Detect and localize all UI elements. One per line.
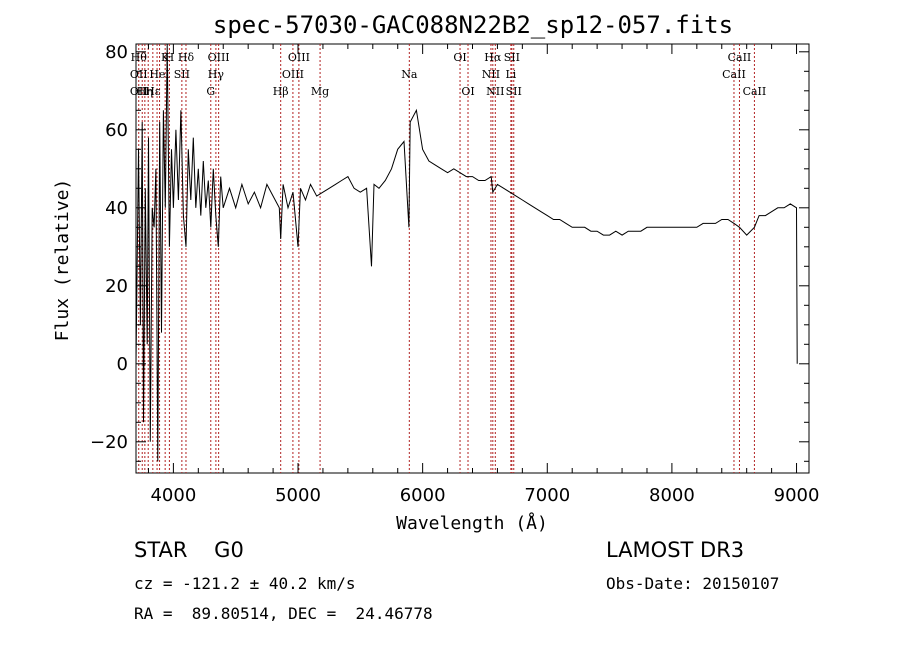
line-label: Hδ — [178, 51, 195, 64]
emission-line-labels: HθOIIOIIHηHεHeIKHSIIHδGHγOIIIHβOIIIOIIIM… — [130, 51, 766, 98]
y-axis-ticks: −20 0 20 40 60 80 — [90, 42, 809, 462]
line-label: Hε — [145, 85, 161, 98]
redshift-label: cz = -121.2 ± 40.2 km/s — [134, 574, 356, 593]
y-axis-label: Flux (relative) — [52, 179, 73, 342]
spectral-class-label: STAR G0 — [134, 538, 244, 562]
line-label: HeI — [149, 68, 169, 81]
x-tick-label: 5000 — [275, 485, 321, 506]
line-label: CaII — [722, 68, 746, 81]
line-label: CaII — [743, 85, 767, 98]
y-tick-label: 20 — [105, 276, 128, 297]
line-label: Hα — [484, 51, 502, 64]
line-label: Hγ — [208, 68, 225, 81]
line-label: Hη — [137, 85, 153, 98]
line-label: OII — [130, 85, 148, 98]
line-label: CaII — [728, 51, 752, 64]
line-label: OI — [461, 85, 474, 98]
y-tick-label: −20 — [90, 432, 128, 453]
line-label: NII — [482, 68, 500, 81]
line-label: Na — [401, 68, 418, 81]
x-tick-label: 4000 — [150, 485, 196, 506]
line-label: SII — [506, 85, 522, 98]
line-label: SII — [504, 51, 520, 64]
line-label: Hθ — [131, 51, 148, 64]
line-label: G — [206, 85, 215, 98]
x-tick-label: 9000 — [774, 485, 820, 506]
x-tick-label: 7000 — [524, 485, 570, 506]
line-label: SII — [174, 68, 190, 81]
ra-dec-label: RA = 89.80514, DEC = 24.46778 — [134, 604, 433, 623]
line-label: Hβ — [273, 85, 289, 98]
line-label: OII — [130, 68, 148, 81]
line-label: OIII — [208, 51, 230, 64]
x-tick-label: 8000 — [649, 485, 695, 506]
line-label: NII — [486, 85, 504, 98]
line-label: OI — [453, 51, 466, 64]
line-label: H — [165, 51, 175, 64]
x-axis-ticks: 4000 5000 6000 7000 8000 9000 — [147, 44, 820, 506]
y-tick-label: 60 — [105, 120, 128, 141]
line-label: OIII — [282, 68, 304, 81]
y-tick-label: 40 — [105, 198, 128, 219]
spectrum-series-line — [135, 43, 798, 462]
x-axis-label: Wavelength (Å) — [396, 512, 548, 534]
y-tick-label: 0 — [117, 354, 128, 375]
line-label: Li — [505, 68, 516, 81]
line-label: K — [161, 51, 170, 64]
survey-label: LAMOST DR3 — [606, 538, 745, 562]
emission-line-markers — [138, 44, 755, 473]
x-tick-label: 6000 — [400, 485, 446, 506]
obs-date-label: Obs-Date: 20150107 — [606, 574, 780, 593]
line-label: OIII — [288, 51, 310, 64]
line-label: Mg — [311, 85, 329, 98]
y-tick-label: 80 — [105, 42, 128, 63]
chart-title: spec-57030-GAC088N22B2_sp12-057.fits — [213, 11, 733, 39]
plot-frame — [135, 43, 810, 474]
